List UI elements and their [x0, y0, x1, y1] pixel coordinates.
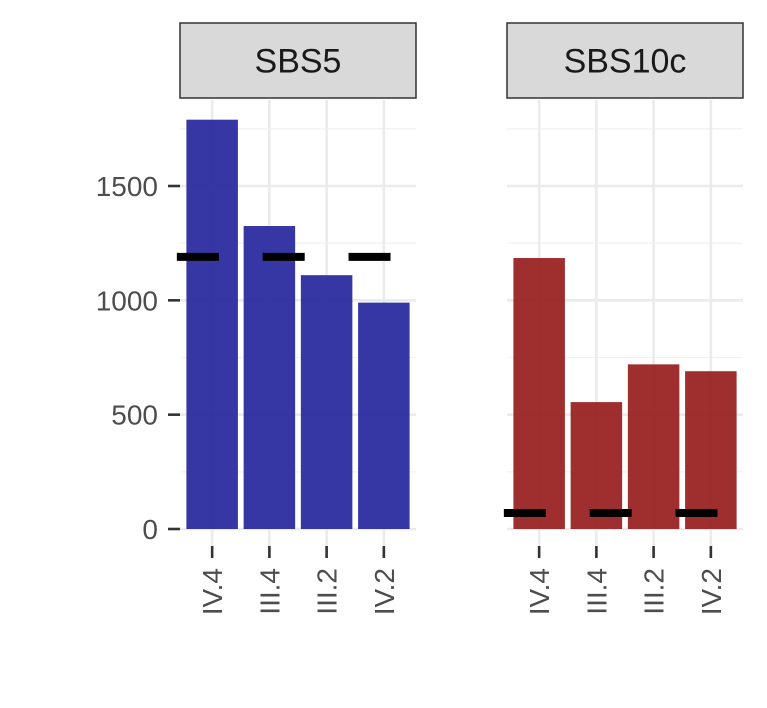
- y-tick-label: 1500: [96, 171, 158, 202]
- bar: [358, 302, 410, 529]
- bar: [627, 364, 680, 529]
- x-tick-label: IV.2: [696, 568, 727, 615]
- y-tick-label: 500: [111, 400, 158, 431]
- x-tick-label: IV.2: [369, 568, 400, 615]
- bar: [300, 275, 353, 529]
- panel-sbs5: SBS5 IV.4 III.4 III.2 IV.2: [176, 22, 417, 615]
- facet-strip-label: SBS5: [255, 43, 342, 81]
- y-tick-label: 0: [142, 514, 158, 545]
- bar: [685, 371, 737, 529]
- x-tick-label: III.2: [312, 568, 343, 615]
- bar: [513, 258, 565, 529]
- x-tick-label: IV.4: [197, 568, 228, 615]
- facet-strip-label: SBS10c: [564, 43, 687, 81]
- panels: SBS5 IV.4 III.4 III.2 IV.2 SBS10c IV.4 III.4 III…: [176, 22, 744, 615]
- bar: [570, 402, 623, 529]
- y-axis: 0 500 1000 1500: [96, 171, 180, 545]
- facet-strip: [506, 22, 744, 99]
- panel-sbs10c: SBS10c IV.4 III.4 III.2 IV.2: [503, 22, 744, 615]
- y-tick-label: 1000: [96, 285, 158, 316]
- bar: [243, 226, 296, 529]
- bar: [186, 119, 238, 529]
- x-tick-label: IV.4: [524, 568, 555, 615]
- x-tick-label: III.4: [581, 568, 612, 615]
- x-tick-label: III.2: [639, 568, 670, 615]
- x-tick-label: III.4: [254, 568, 285, 615]
- facet-strip: [179, 22, 417, 99]
